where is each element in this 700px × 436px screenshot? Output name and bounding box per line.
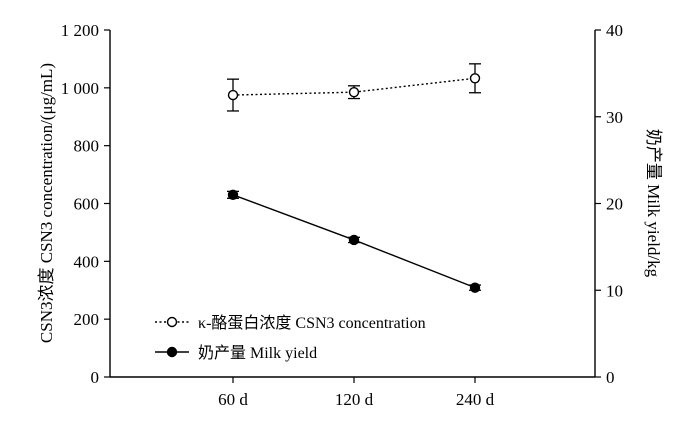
y-right-tick-label: 20 (606, 195, 623, 214)
y-left-tick-label: 1 200 (61, 21, 99, 40)
data-point (348, 234, 360, 246)
series-1 (227, 63, 481, 112)
x-axis-ticks: 60 d 120 d 240 d (218, 377, 495, 409)
y-right-tick-label: 40 (606, 21, 623, 40)
left-axis-ticks: 0 200 400 600 800 1 000 1 200 (61, 21, 110, 387)
y-left-tick-label: 400 (74, 252, 100, 271)
data-point (227, 89, 239, 101)
series-2 (227, 189, 481, 293)
y-right-tick-label: 30 (606, 108, 623, 127)
x-tick-label: 240 d (456, 390, 495, 409)
y-left-tick-label: 600 (74, 195, 100, 214)
y-right-tick-label: 10 (606, 281, 623, 300)
y-left-tick-label: 1 000 (61, 79, 99, 98)
y-axis-left-title: CSN3浓度 CSN3 concentration/(μg/mL) (37, 63, 56, 343)
y-left-tick-label: 200 (74, 310, 100, 329)
data-point (469, 282, 481, 293)
legend-label-1: κ-酪蛋白浓度 CSN3 concentration (198, 314, 426, 332)
y-right-tick-label: 0 (606, 368, 615, 387)
data-point (348, 86, 360, 98)
x-tick-label: 60 d (218, 390, 248, 409)
legend-marker-1 (166, 316, 178, 328)
legend-label-2: 奶产量 Milk yield (198, 344, 317, 362)
data-point (469, 73, 481, 84)
data-point (227, 189, 239, 201)
legend: κ-酪蛋白浓度 CSN3 concentration 奶产量 Milk yield (155, 314, 426, 362)
series-layer (227, 63, 481, 293)
right-axis-ticks: 0 10 20 30 40 (595, 21, 623, 387)
y-left-tick-label: 800 (74, 137, 100, 156)
y-axis-right-title: 奶产量 Milk yield/kg (644, 129, 663, 278)
y-left-tick-label: 0 (91, 368, 100, 387)
legend-marker-2 (166, 346, 178, 358)
x-tick-label: 120 d (335, 390, 374, 409)
